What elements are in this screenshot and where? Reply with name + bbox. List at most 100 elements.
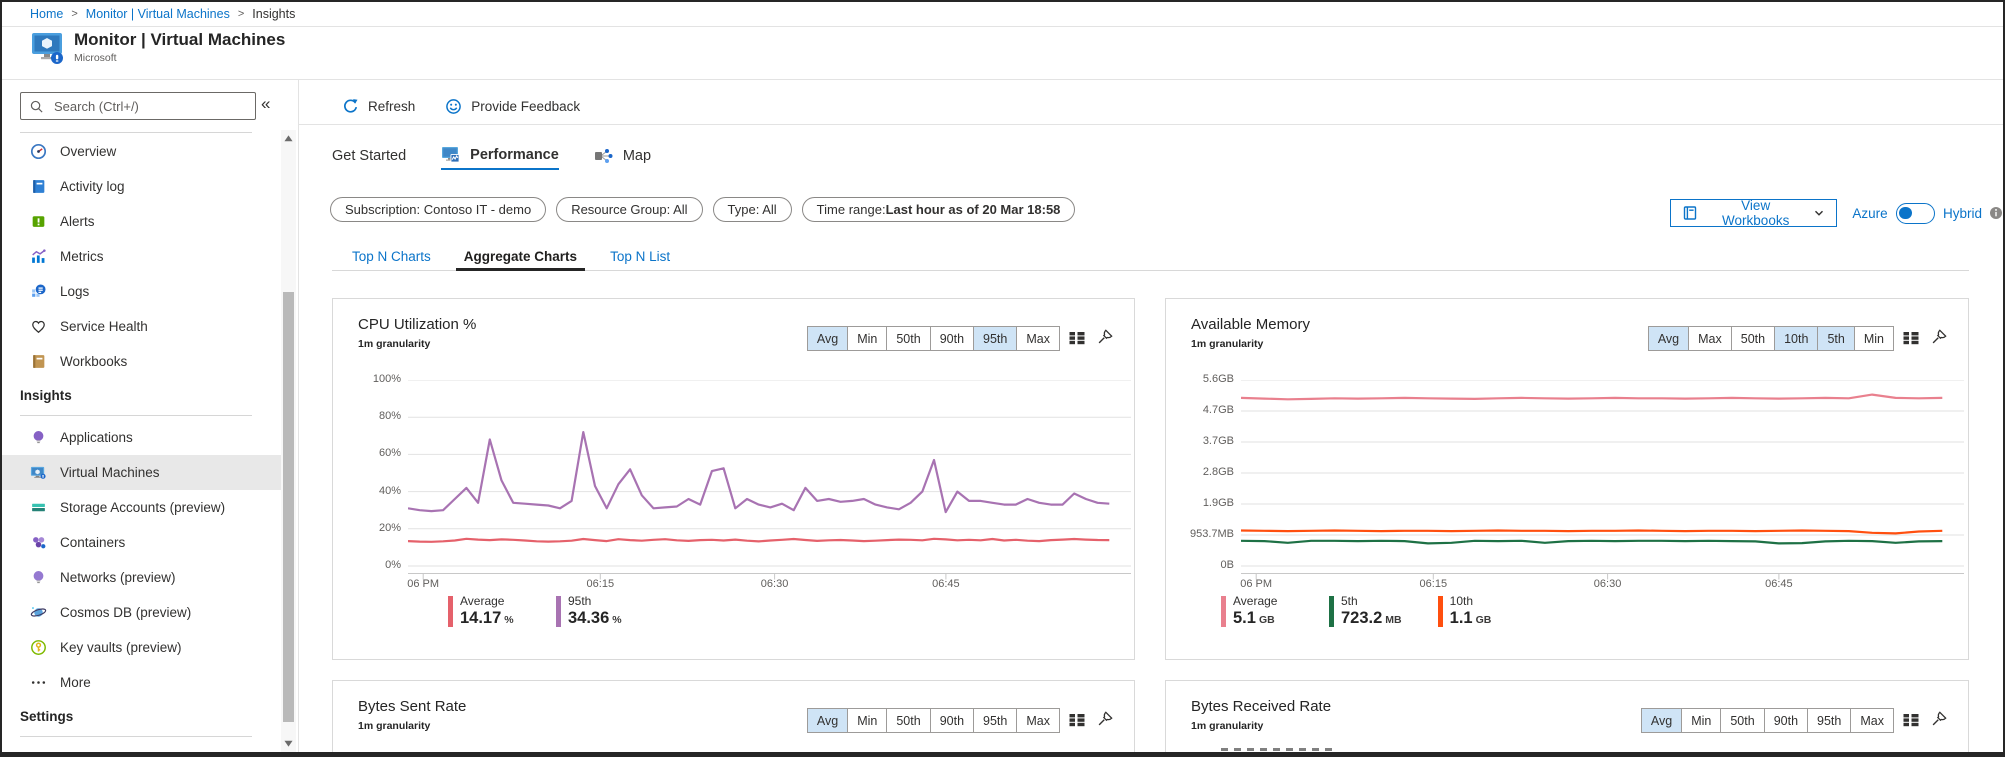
divider xyxy=(2,79,2003,80)
percentile-button-avg[interactable]: Avg xyxy=(1640,708,1683,733)
percentile-button-50th[interactable]: 50th xyxy=(1720,708,1765,733)
sidebar-item-label: Applications xyxy=(60,430,133,445)
x-axis-label: 06:15 xyxy=(586,578,615,590)
legend-value: 14.17 xyxy=(460,609,502,627)
percentile-button-avg[interactable]: Avg xyxy=(806,326,849,351)
percentile-button-5th[interactable]: 5th xyxy=(1817,326,1855,351)
key-vaults-icon xyxy=(30,639,47,656)
sidebar-collapse-button[interactable]: « xyxy=(261,94,271,113)
sidebar-search[interactable] xyxy=(20,92,256,120)
pivot-tab-top-n-charts[interactable]: Top N Charts xyxy=(352,249,431,264)
hybrid-label: Hybrid xyxy=(1942,205,1982,221)
sidebar-item-logs[interactable]: Logs xyxy=(2,274,281,309)
pin-icon[interactable] xyxy=(1097,710,1114,727)
sidebar-item-metrics[interactable]: Metrics xyxy=(2,239,281,274)
percentile-button-min[interactable]: Min xyxy=(1681,708,1722,733)
table-view-icon[interactable] xyxy=(1902,712,1920,728)
divider xyxy=(332,270,1969,271)
percentile-button-90th[interactable]: 90th xyxy=(929,708,975,733)
percentile-button-max[interactable]: Max xyxy=(1850,708,1894,733)
percentile-button-min[interactable]: Min xyxy=(847,326,888,351)
sidebar-item-applications[interactable]: Applications xyxy=(2,420,281,455)
series-average xyxy=(1240,393,1943,401)
azure-label: Azure xyxy=(1852,205,1888,221)
percentile-button-95th[interactable]: 95th xyxy=(1807,708,1852,733)
percentile-button-90th[interactable]: 90th xyxy=(929,326,975,351)
filter-pill-resource-group-all[interactable]: Resource Group: All xyxy=(556,197,703,222)
sidebar-item-virtual-machines[interactable]: Virtual Machines xyxy=(2,455,281,490)
y-axis-label: 20% xyxy=(378,521,401,534)
y-axis-label: 5.6GB xyxy=(1202,373,1234,385)
percentile-button-95th[interactable]: 95th xyxy=(973,708,1018,733)
sidebar-item-alerts[interactable]: Alerts xyxy=(2,204,281,239)
clipped-axis-label xyxy=(1221,748,1333,751)
table-view-icon[interactable] xyxy=(1902,330,1920,346)
view-workbooks-button[interactable]: View Workbooks xyxy=(1670,198,1838,228)
filter-pill-type-all[interactable]: Type: All xyxy=(712,197,792,222)
percentile-button-50th[interactable]: 50th xyxy=(886,326,931,351)
sidebar-item-more[interactable]: More xyxy=(2,665,281,700)
applications-icon xyxy=(30,429,47,446)
percentile-button-max[interactable]: Max xyxy=(1016,326,1060,351)
tab-map[interactable]: Map xyxy=(594,141,651,170)
sidebar-item-label: Virtual Machines xyxy=(60,465,160,480)
pin-icon[interactable] xyxy=(1931,710,1948,727)
sidebar-item-storage-accounts-preview[interactable]: Storage Accounts (preview) xyxy=(2,490,281,525)
sidebar-item-networks-preview[interactable]: Networks (preview) xyxy=(2,560,281,595)
percentile-button-10th[interactable]: 10th xyxy=(1774,326,1819,351)
scrollbar-thumb[interactable] xyxy=(283,292,294,722)
legend-unit: GB xyxy=(1258,614,1275,626)
refresh-icon xyxy=(342,98,359,115)
service-health-icon xyxy=(30,318,47,335)
percentile-button-95th[interactable]: 95th xyxy=(973,326,1018,351)
y-axis-label: 100% xyxy=(372,373,401,385)
percentile-button-90th[interactable]: 90th xyxy=(1763,708,1809,733)
percentile-button-avg[interactable]: Avg xyxy=(806,708,849,733)
breadcrumb-home[interactable]: Home xyxy=(30,7,64,21)
percentile-button-50th[interactable]: 50th xyxy=(1730,326,1776,351)
chart-title: Bytes Sent Rate xyxy=(358,698,467,715)
divider xyxy=(20,736,252,737)
x-axis-label: 06:30 xyxy=(760,578,789,590)
percentile-button-avg[interactable]: Avg xyxy=(1647,326,1690,351)
sidebar-item-activity-log[interactable]: Activity log xyxy=(2,169,281,204)
breadcrumb-monitor-virtual-machines[interactable]: Monitor | Virtual Machines xyxy=(85,7,230,21)
percentile-button-max[interactable]: Max xyxy=(1688,326,1732,351)
pivot-tab-top-n-list[interactable]: Top N List xyxy=(610,249,671,264)
refresh-button[interactable]: Refresh xyxy=(342,98,415,115)
chevron-down-icon xyxy=(1813,207,1825,219)
sidebar-item-key-vaults-preview[interactable]: Key vaults (preview) xyxy=(2,630,281,665)
pivot-tab-aggregate-charts[interactable]: Aggregate Charts xyxy=(455,246,586,271)
sidebar-item-service-health[interactable]: Service Health xyxy=(2,309,281,344)
pin-icon[interactable] xyxy=(1097,328,1114,345)
scroll-down-icon[interactable] xyxy=(284,739,293,748)
percentile-button-min[interactable]: Min xyxy=(1853,326,1894,351)
provide-feedback-button[interactable]: Provide Feedback xyxy=(445,98,580,115)
tab-get-started[interactable]: Get Started xyxy=(332,147,407,164)
percentile-button-50th[interactable]: 50th xyxy=(886,708,931,733)
sidebar-item-cosmos-db-preview[interactable]: Cosmos DB (preview) xyxy=(2,595,281,630)
series-average xyxy=(407,537,1110,543)
filter-pill-time-range-last-hour-as-of-20-mar-18-58[interactable]: Time range: Last hour as of 20 Mar 18:58 xyxy=(801,197,1076,222)
chart-card-available-memory: Available Memory 1m granularity Avg Max 50th… xyxy=(1165,298,1969,660)
azure-hybrid-toggle[interactable] xyxy=(1895,202,1935,224)
filter-pill-subscription-contoso-it-demo[interactable]: Subscription: Contoso IT - demo xyxy=(330,197,547,222)
pin-icon[interactable] xyxy=(1931,328,1948,345)
legend-value-row: 14.17% xyxy=(460,609,514,628)
sidebar-item-containers[interactable]: Containers xyxy=(2,525,281,560)
sidebar-item-workbooks[interactable]: Workbooks xyxy=(2,344,281,379)
search-input[interactable] xyxy=(52,97,255,115)
y-axis-label: 1.9GB xyxy=(1202,497,1234,509)
metrics-icon xyxy=(30,248,47,265)
percentile-button-min[interactable]: Min xyxy=(847,708,888,733)
legend-unit: GB xyxy=(1475,614,1492,626)
right-controls: View Workbooks Azure Hybrid xyxy=(1670,198,2003,228)
table-view-icon[interactable] xyxy=(1068,712,1086,728)
percentile-button-max[interactable]: Max xyxy=(1016,708,1060,733)
table-view-icon[interactable] xyxy=(1068,330,1086,346)
tab-performance[interactable]: Performance xyxy=(441,141,559,170)
legend-value: 1.1 xyxy=(1449,609,1473,627)
scroll-up-icon[interactable] xyxy=(284,134,293,143)
sidebar-item-overview[interactable]: Overview xyxy=(2,134,281,169)
info-icon[interactable] xyxy=(1989,206,2003,220)
